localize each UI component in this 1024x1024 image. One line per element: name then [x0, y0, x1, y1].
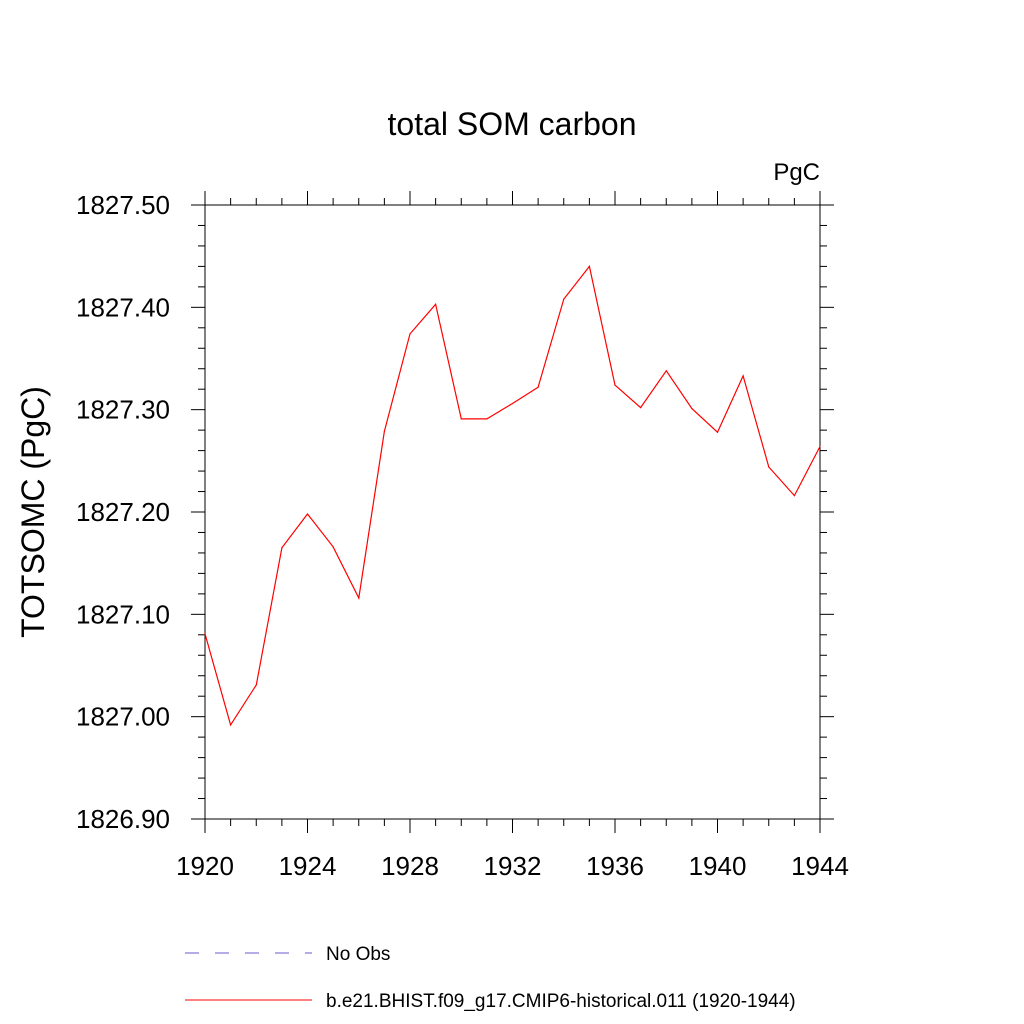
units-label: PgC	[773, 159, 820, 186]
x-tick-label: 1936	[586, 851, 644, 881]
plot-frame	[204, 204, 821, 820]
x-tick-label: 1944	[791, 851, 849, 881]
data-point	[332, 546, 334, 548]
data-point	[435, 303, 437, 305]
data-point	[409, 333, 411, 335]
x-tick-label: 1920	[176, 851, 234, 881]
data-point	[742, 375, 744, 377]
y-tick-label: 1827.30	[76, 395, 170, 425]
data-point	[358, 597, 360, 599]
data-point	[640, 407, 642, 409]
data-point	[383, 430, 385, 432]
data-point	[563, 298, 565, 300]
data-point	[230, 724, 232, 726]
data-point	[691, 408, 693, 410]
axis-ticks: 1920 1924 1928 1932 1936 1940 1944 1826.90 1827.…	[76, 190, 849, 881]
series-line-0	[204, 265, 821, 727]
data-point	[460, 418, 462, 420]
data-point	[281, 547, 283, 549]
x-tick-label: 1940	[689, 851, 747, 881]
y-tick-label: 1826.90	[76, 804, 170, 834]
x-tick-label: 1928	[381, 851, 439, 881]
data-point	[819, 445, 821, 448]
data-point	[511, 402, 514, 405]
series-layer	[204, 265, 821, 727]
data-point	[588, 265, 590, 267]
x-tick-label: 1924	[279, 851, 337, 881]
data-point	[793, 495, 795, 497]
y-axis-label: TOTSOMC (PgC)	[15, 386, 51, 638]
data-point	[486, 418, 488, 420]
data-point	[306, 513, 309, 515]
legend-label-no-obs: No Obs	[326, 944, 390, 965]
data-point	[716, 431, 719, 433]
data-point	[768, 466, 770, 468]
legend: No Obs b.e21.BHIST.f09_g17.CMIP6-histori…	[185, 944, 796, 1012]
y-tick-label: 1827.40	[76, 292, 170, 322]
data-point	[665, 370, 667, 372]
chart-title: total SOM carbon	[388, 106, 637, 142]
y-tick-label: 1827.00	[76, 702, 170, 732]
data-point	[204, 633, 206, 635]
x-tick-label: 1932	[484, 851, 542, 881]
y-tick-label: 1827.20	[76, 497, 170, 527]
data-point	[255, 684, 257, 686]
data-point	[614, 384, 616, 386]
y-tick-label: 1827.50	[76, 190, 170, 220]
data-point	[537, 386, 539, 388]
legend-label-historical: b.e21.BHIST.f09_g17.CMIP6-historical.011…	[326, 991, 796, 1012]
y-tick-label: 1827.10	[76, 599, 170, 629]
